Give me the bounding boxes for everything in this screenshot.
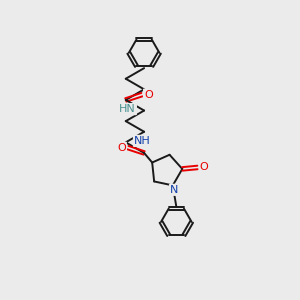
Text: O: O [200, 162, 208, 172]
Text: O: O [144, 90, 153, 100]
Text: NH: NH [134, 136, 151, 146]
Text: HN: HN [119, 104, 136, 114]
Text: O: O [117, 142, 126, 153]
Text: N: N [170, 185, 178, 195]
